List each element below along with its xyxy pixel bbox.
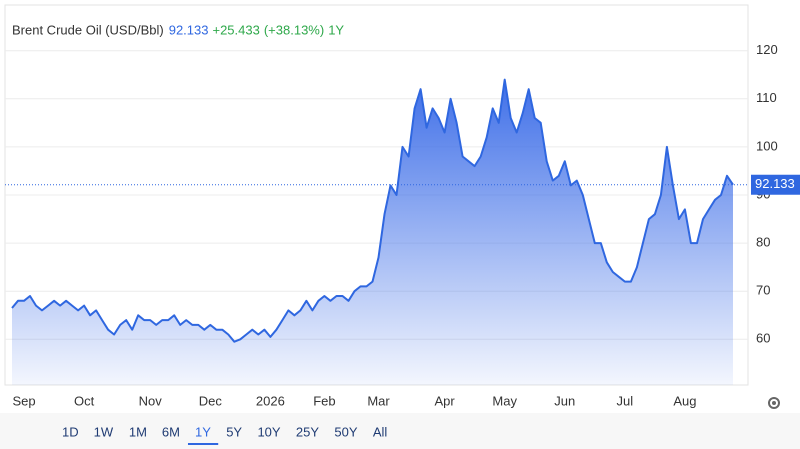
change: +25.433: [212, 22, 259, 37]
x-tick-label: Oct: [74, 393, 95, 408]
range-button[interactable]: 25Y: [296, 424, 319, 439]
range-button[interactable]: 1W: [94, 424, 114, 439]
range-button[interactable]: All: [373, 424, 388, 439]
last-value-tag: [751, 174, 800, 195]
range-button[interactable]: 1Y: [195, 424, 211, 439]
x-tick-label: 2026: [256, 393, 285, 408]
price: 92.133: [169, 22, 209, 37]
range-button[interactable]: 1D: [62, 424, 79, 439]
range-button[interactable]: 1M: [129, 424, 147, 439]
x-tick-label: Sep: [12, 393, 35, 408]
y-tick-label: 70: [756, 283, 770, 298]
settings-icon[interactable]: [768, 397, 780, 409]
y-tick-label: 100: [756, 138, 778, 153]
last-value-label: 92.133: [755, 176, 795, 191]
x-tick-label: Dec: [199, 393, 223, 408]
area: [12, 79, 733, 385]
gear-center[interactable]: [772, 401, 776, 405]
header: Brent Crude Oil (USD/Bbl) 92.133 +25.433…: [12, 22, 344, 37]
range-button[interactable]: 5Y: [226, 424, 242, 439]
range-button[interactable]: 50Y: [334, 424, 357, 439]
toolbar-bg: [0, 413, 800, 449]
change-percent: (+38.13%): [264, 22, 324, 37]
range-button[interactable]: 6M: [162, 424, 180, 439]
x-tick-label: Mar: [367, 393, 390, 408]
x-tick-label: Aug: [673, 393, 696, 408]
x-tick-label: Apr: [434, 393, 455, 408]
period: 1Y: [328, 22, 344, 37]
x-tick-label: Jul: [617, 393, 634, 408]
x-tick-label: Jun: [554, 393, 575, 408]
y-tick-label: 80: [756, 235, 770, 250]
range-button[interactable]: 10Y: [257, 424, 280, 439]
y-tick-label: 120: [756, 42, 778, 57]
chart-title: Brent Crude Oil (USD/Bbl): [12, 22, 164, 37]
x-tick-label: Nov: [139, 393, 163, 408]
x-tick-label: May: [492, 393, 517, 408]
y-tick-label: 60: [756, 331, 770, 346]
line: [11, 78, 734, 343]
y-tick-label: 110: [756, 90, 777, 105]
x-tick-label: Feb: [313, 393, 335, 408]
gear[interactable]: [768, 397, 780, 409]
